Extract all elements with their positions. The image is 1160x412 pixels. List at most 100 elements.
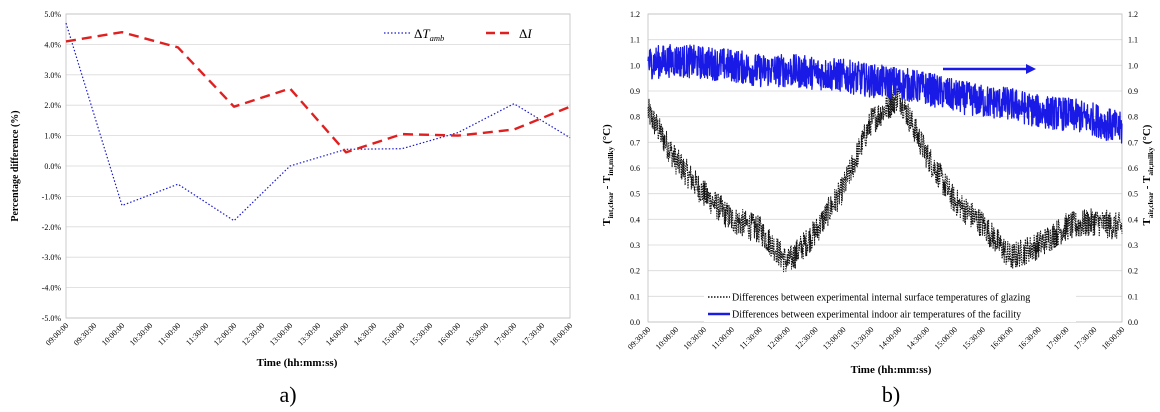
x-tick-label: 09:30:00 — [72, 321, 98, 347]
x-tick-label: 17:30:00 — [1072, 325, 1098, 351]
series-line-indoor-air — [647, 44, 1123, 144]
y-tick-label: -2.0% — [42, 223, 62, 232]
y-tick-label-right: 0.1 — [1128, 292, 1138, 301]
x-tick-label: 14:30:00 — [905, 325, 931, 351]
direction-arrow-head — [1026, 64, 1036, 74]
chart-b-y-tick-labels-right: 1.2 1.1 1.0 0.9 0.8 0.7 0.6 0.5 0.4 0.3 0.2 0.1 0.0 — [1128, 10, 1138, 327]
x-tick-label: 12:00:00 — [212, 321, 238, 347]
x-tick-label: 12:30:00 — [793, 325, 819, 351]
y-tick-label-left: 0.1 — [630, 292, 640, 301]
chart-a-grid — [65, 13, 571, 319]
chart-b-y-axis-label-left: Tint,clear - Tint,milky (°C) — [601, 124, 615, 226]
y-tick-label-left: 0.5 — [630, 190, 640, 199]
x-tick-label: 09:00:00 — [44, 321, 70, 347]
x-tick-label: 16:00:00 — [988, 325, 1014, 351]
x-tick-label: 12:00:00 — [765, 325, 791, 351]
y-tick-label: -1.0% — [42, 192, 62, 201]
y-tick-label-right: 0.0 — [1128, 318, 1138, 327]
x-tick-label: 13:30:00 — [296, 321, 322, 347]
y-tick-label-right: 0.5 — [1128, 190, 1138, 199]
x-tick-label: 16:30:00 — [464, 321, 490, 347]
y-tick-label-right: 1.2 — [1128, 10, 1138, 19]
x-tick-label: 11:30:00 — [184, 321, 210, 347]
y-tick-label-right: 0.3 — [1128, 241, 1138, 250]
y-tick-label-left: 1.0 — [630, 61, 640, 70]
y-tick-label-right: 0.4 — [1128, 215, 1138, 224]
legend-label-air: Differences between experimental indoor … — [732, 310, 1021, 321]
legend-label-delta-i: ΔI — [519, 26, 532, 41]
y-tick-label: 2.0% — [44, 101, 61, 110]
chart-a-x-tick-labels: 09:00:00 09:30:00 10:00:00 10:30:00 11:00:00… — [44, 321, 574, 347]
series-line-delta-i — [65, 31, 571, 154]
x-tick-label: 14:00:00 — [324, 321, 350, 347]
y-tick-label: 3.0% — [44, 71, 61, 80]
y-tick-label-right: 0.6 — [1128, 164, 1138, 173]
y-tick-label-right: 0.8 — [1128, 113, 1138, 122]
y-tick-label-left: 0.3 — [630, 241, 640, 250]
x-tick-label: 11:00:00 — [156, 321, 182, 347]
x-tick-label: 15:00:00 — [933, 325, 959, 351]
chart-b-x-tick-labels: 09:30:00 10:00:00 10:30:00 11:00:00 11:30:00… — [626, 325, 1126, 351]
y-tick-label-left: 0.6 — [630, 164, 640, 173]
y-tick-label-right: 1.0 — [1128, 61, 1138, 70]
x-tick-label: 15:00:00 — [380, 321, 406, 347]
y-tick-label: -5.0% — [42, 314, 62, 323]
plot-border — [65, 13, 571, 319]
x-tick-label: 13:00:00 — [268, 321, 294, 347]
x-tick-label: 09:30:00 — [626, 325, 652, 351]
chart-a: 5.0% 4.0% 3.0% 2.0% 1.0% 0.0% -1.0% -2.0% -3.0% -… — [10, 10, 574, 407]
x-tick-label: 13:30:00 — [849, 325, 875, 351]
y-tick-label: 5.0% — [44, 10, 61, 19]
x-tick-label: 11:30:00 — [738, 325, 764, 351]
x-tick-label: 15:30:00 — [961, 325, 987, 351]
y-tick-label-left: 0.0 — [630, 318, 640, 327]
chart-a-y-axis-label: Percentage difference (%) — [10, 110, 21, 221]
x-tick-label: 10:30:00 — [682, 325, 708, 351]
x-tick-label: 17:00:00 — [492, 321, 518, 347]
y-tick-label-left: 1.2 — [630, 10, 640, 19]
series-line-delta-t-amb — [65, 22, 571, 222]
x-tick-label: 10:00:00 — [100, 321, 126, 347]
y-tick-label-right: 0.7 — [1128, 138, 1138, 147]
chart-a-y-tick-labels: 5.0% 4.0% 3.0% 2.0% 1.0% 0.0% -1.0% -2.0% -3.0% -… — [42, 10, 62, 323]
series-line-glazing-surface — [647, 85, 1123, 273]
x-tick-label: 13:00:00 — [821, 325, 847, 351]
x-tick-label: 10:00:00 — [654, 325, 680, 351]
y-tick-label-left: 0.8 — [630, 113, 640, 122]
x-tick-label: 16:30:00 — [1016, 325, 1042, 351]
y-tick-label-left: 0.4 — [630, 215, 640, 224]
y-tick-label-left: 0.7 — [630, 138, 640, 147]
y-tick-label-left: 0.2 — [630, 267, 640, 276]
chart-b-series — [647, 44, 1123, 273]
chart-a-legend: ΔTamb ΔI — [384, 26, 532, 43]
chart-a-series — [65, 22, 571, 222]
legend-box — [704, 290, 1076, 322]
y-tick-label-left: 1.1 — [630, 36, 640, 45]
y-tick-label: 1.0% — [44, 132, 61, 141]
x-tick-label: 10:30:00 — [128, 321, 154, 347]
y-tick-label-left: 0.9 — [630, 87, 640, 96]
y-tick-label: 4.0% — [44, 40, 61, 49]
x-tick-label: 18:00:00 — [548, 321, 574, 347]
chart-b-y-tick-labels-left: 1.2 1.1 1.0 0.9 0.8 0.7 0.6 0.5 0.4 0.3 0.2 0.1 0.0 — [630, 10, 640, 327]
x-tick-label: 11:00:00 — [710, 325, 736, 351]
x-tick-label: 17:00:00 — [1044, 325, 1070, 351]
chart-b-legend: Differences between experimental interna… — [704, 290, 1076, 322]
chart-b: 1.21.11.00.90.80.70.60.50.40.30.20.10.0 … — [601, 10, 1155, 407]
y-tick-label: 0.0% — [44, 162, 61, 171]
legend-label-glazing: Differences between experimental interna… — [732, 293, 1030, 304]
chart-a-x-axis-label: Time (hh:mm:ss) — [257, 357, 338, 369]
x-tick-label: 16:00:00 — [436, 321, 462, 347]
x-tick-label: 14:00:00 — [877, 325, 903, 351]
chart-b-x-axis-label: Time (hh:mm:ss) — [851, 364, 932, 376]
y-tick-label-right: 0.2 — [1128, 267, 1138, 276]
chart-a-panel-label: a) — [279, 382, 296, 407]
x-tick-label: 18:00:00 — [1100, 325, 1126, 351]
y-tick-label-right: 1.1 — [1128, 36, 1138, 45]
chart-b-panel-label: b) — [882, 382, 900, 407]
chart-b-y-axis-label-right: Tair,clear - Tair,milky (°C) — [1141, 124, 1155, 225]
y-tick-label: -3.0% — [42, 253, 62, 262]
y-tick-label-right: 0.9 — [1128, 87, 1138, 96]
x-tick-label: 14:30:00 — [352, 321, 378, 347]
x-tick-label: 15:30:00 — [408, 321, 434, 347]
